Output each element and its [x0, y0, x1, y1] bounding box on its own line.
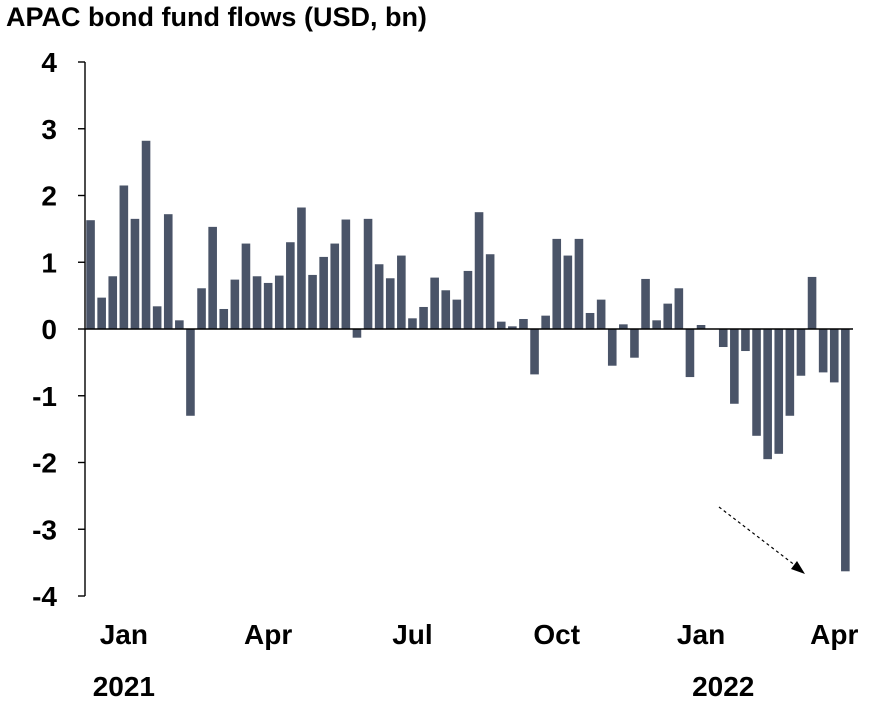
bar — [508, 326, 517, 329]
x-tick-label: Jan — [677, 619, 725, 650]
bar — [252, 276, 262, 329]
bar — [774, 329, 784, 454]
x-tick-label: Apr — [810, 619, 858, 650]
year-label: 2021 — [93, 671, 155, 702]
y-tick-label: 2 — [41, 181, 57, 212]
y-tick-label: -3 — [32, 514, 57, 545]
bar — [741, 329, 750, 352]
arrow-line — [718, 506, 797, 567]
x-tick-label: Apr — [244, 619, 292, 650]
bar — [441, 290, 451, 329]
bar — [286, 242, 295, 329]
bar — [241, 243, 251, 329]
bar — [152, 306, 162, 329]
bar — [319, 256, 328, 329]
bar — [352, 329, 362, 338]
y-tick-label: 0 — [41, 314, 57, 345]
bar — [175, 320, 184, 329]
bar — [652, 320, 661, 329]
bar — [841, 329, 850, 572]
bar — [485, 254, 495, 329]
chart-title: APAC bond fund flows (USD, bn) — [6, 2, 427, 32]
bar — [119, 185, 129, 329]
bar — [607, 329, 617, 366]
bar — [97, 297, 106, 329]
bar — [419, 306, 428, 329]
bar — [163, 214, 173, 329]
bar — [341, 219, 351, 329]
bar — [574, 238, 584, 329]
bar — [274, 275, 284, 329]
bar — [430, 277, 439, 329]
bar — [363, 218, 373, 329]
bar — [297, 207, 306, 329]
bar — [474, 212, 484, 329]
y-tick-label: 4 — [41, 47, 57, 78]
arrow-head — [791, 561, 805, 574]
bar — [530, 329, 539, 375]
bar — [641, 278, 650, 329]
bar — [763, 329, 772, 460]
bars — [86, 140, 850, 572]
bar — [541, 315, 550, 329]
y-tick-label: -2 — [32, 448, 57, 479]
bar — [596, 299, 606, 329]
bar — [674, 288, 684, 329]
bar — [563, 255, 573, 329]
bar — [585, 312, 595, 329]
y-tick-label: -4 — [32, 581, 57, 612]
bar — [408, 318, 417, 329]
bar — [308, 274, 317, 329]
x-tick-label: Oct — [533, 619, 580, 650]
bar — [752, 329, 761, 436]
bar — [718, 329, 728, 348]
bar — [397, 255, 406, 329]
bar — [263, 282, 273, 329]
x-tick-label: Jul — [392, 619, 432, 650]
bar — [385, 278, 395, 329]
bar — [663, 303, 673, 329]
bar — [86, 220, 95, 329]
x-tick-label: Jan — [100, 619, 148, 650]
bar — [696, 325, 706, 329]
bar — [108, 276, 118, 329]
bar — [230, 279, 240, 329]
bar — [552, 238, 562, 329]
bar — [630, 329, 639, 358]
y-tick-label: 1 — [41, 247, 57, 278]
bar — [197, 288, 206, 329]
bar — [496, 321, 506, 329]
bar — [685, 329, 695, 378]
bar — [130, 218, 140, 329]
bar — [374, 264, 384, 329]
year-label: 2022 — [692, 671, 754, 702]
bar — [463, 270, 473, 329]
y-axis: 4 3 2 1 0 -1 -2 -3 -4 — [32, 47, 86, 612]
trend-arrow-annotation — [718, 506, 805, 574]
x-axis-labels: Jan Apr Jul Oct Jan Apr 2021 2022 — [93, 619, 859, 702]
bar — [730, 329, 739, 404]
bar — [219, 308, 229, 329]
bar — [186, 329, 195, 416]
bar — [452, 299, 462, 329]
bar — [807, 276, 817, 329]
bar — [330, 243, 340, 329]
bar — [208, 226, 217, 329]
bar — [141, 140, 151, 329]
bar — [818, 329, 828, 373]
bar — [519, 318, 528, 329]
bar — [785, 329, 795, 416]
bar — [796, 329, 806, 376]
bar — [619, 324, 628, 329]
bar — [829, 329, 839, 383]
y-tick-label: -1 — [32, 381, 57, 412]
y-tick-label: 3 — [41, 114, 57, 145]
